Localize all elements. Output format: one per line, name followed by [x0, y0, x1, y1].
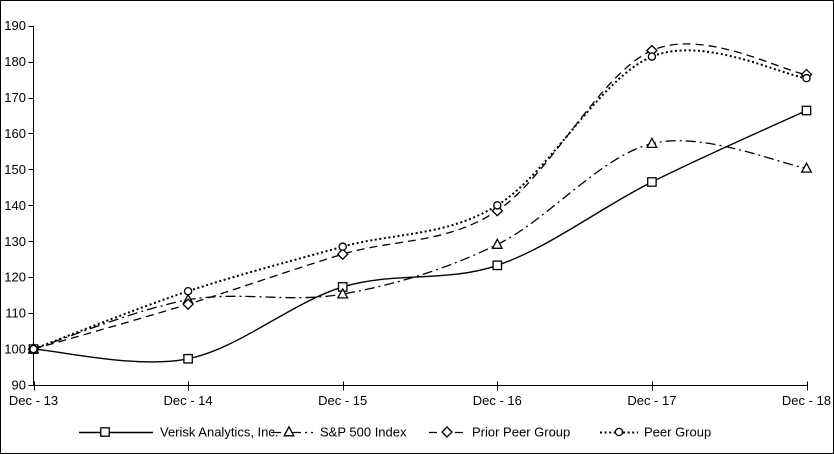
y-axis-tick-label: 110 [5, 306, 26, 321]
circle-marker [493, 201, 502, 210]
circle-marker [183, 286, 193, 296]
y-axis: 90 100 110 120 130 140 150 160 170 180 190 [4, 18, 34, 393]
series-line-verisk-analytics-inc [33, 109, 807, 363]
legend-label: Prior Peer Group [472, 425, 570, 440]
legend-item-prior-peer-group: Prior Peer Group [429, 425, 570, 440]
axis-lines [33, 25, 807, 386]
y-axis-tick-label: 100 [4, 342, 26, 357]
x-axis-tick-label: Dec - 16 [473, 393, 522, 408]
circle-marker [802, 73, 811, 83]
y-axis-tick-label: 120 [4, 270, 26, 285]
y-axis-tick-label: 140 [4, 198, 26, 213]
series-line-prior-peer-group [33, 43, 807, 350]
series-prior-peer-group [27, 43, 813, 355]
diamond-marker [441, 426, 453, 438]
y-axis-tick-label: 170 [4, 90, 26, 105]
x-axis: Dec - 13 Dec - 14 Dec - 15 Dec - 16 Dec - 17… [9, 381, 831, 408]
y-axis-tick-label: 180 [4, 54, 26, 69]
series-peer-group [29, 49, 811, 354]
series-s-p-500-index [27, 136, 813, 354]
triangle-marker [646, 136, 658, 149]
square-marker [183, 353, 193, 364]
y-axis-tick-label: 90 [12, 378, 26, 393]
x-axis-tick-label: Dec - 14 [164, 393, 213, 408]
series-verisk-analytics-inc [28, 105, 812, 364]
circle-marker [338, 242, 347, 251]
diamond-marker [336, 248, 349, 261]
y-axis-tick-label: 130 [4, 234, 26, 249]
triangle-marker [283, 425, 295, 437]
triangle-marker [800, 161, 813, 173]
x-axis-tick-label: Dec - 15 [318, 393, 367, 408]
circle-marker [647, 52, 657, 61]
series-line-s-p-500-index [33, 140, 807, 350]
legend-label: Verisk Analytics, Inc. [160, 425, 279, 440]
square-marker [647, 177, 657, 187]
x-axis-tick-label: Dec - 13 [9, 393, 58, 408]
legend-item-s-p-500-index: S&P 500 Index [271, 425, 407, 440]
square-marker [100, 427, 110, 437]
circle-marker [614, 427, 624, 437]
legend-item-verisk-analytics-inc: Verisk Analytics, Inc. [79, 425, 279, 440]
circle-marker [29, 344, 38, 354]
triangle-marker [336, 287, 349, 299]
y-axis-tick-label: 190 [4, 18, 26, 33]
x-axis-tick-label: Dec - 18 [782, 393, 831, 408]
y-axis-tick-label: 160 [4, 126, 26, 141]
triangle-marker [491, 237, 504, 249]
x-axis-tick-label: Dec - 17 [627, 393, 676, 408]
series-line-peer-group [33, 49, 807, 351]
legend-label: S&P 500 Index [320, 425, 407, 440]
legend-label: Peer Group [644, 425, 711, 440]
y-axis-tick-label: 150 [4, 162, 26, 177]
square-marker [801, 105, 812, 116]
legend: Verisk Analytics, Inc. S&P 500 Index Prior… [79, 425, 711, 440]
diamond-marker [182, 298, 195, 311]
legend-item-peer-group: Peer Group [600, 425, 711, 440]
square-marker [492, 260, 503, 271]
